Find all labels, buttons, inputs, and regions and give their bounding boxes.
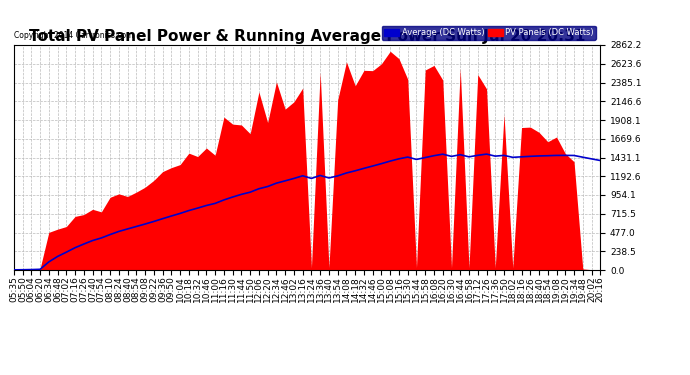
Title: Total PV Panel Power & Running Average Power Sun Jul 20 20:31: Total PV Panel Power & Running Average P… — [29, 29, 585, 44]
Legend: Average (DC Watts), PV Panels (DC Watts): Average (DC Watts), PV Panels (DC Watts) — [382, 26, 596, 39]
Text: Copyright 2014 Cartronics.com: Copyright 2014 Cartronics.com — [14, 32, 133, 40]
